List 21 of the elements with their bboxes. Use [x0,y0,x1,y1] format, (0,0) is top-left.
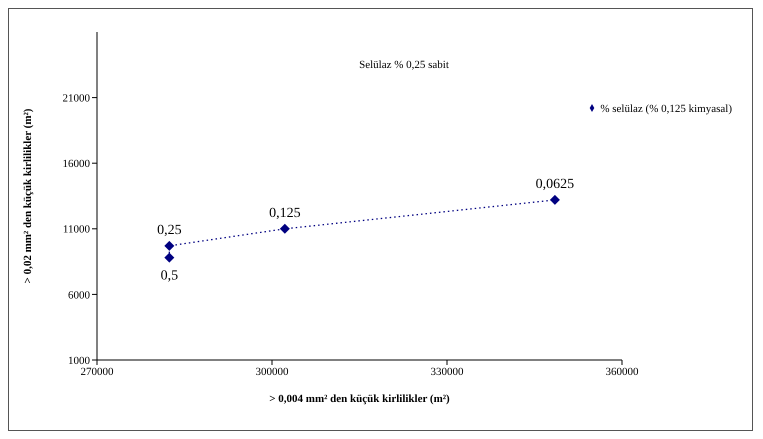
legend-label: % selülaz (% 0,125 kimyasal) [600,103,732,115]
y-tick-label: 1000 [68,354,90,367]
y-tick-label: 16000 [62,158,90,170]
annotation: 0,0625 [536,176,574,192]
point [280,224,290,234]
y-tick-label: 6000 [68,289,90,302]
text: Selülaz % 0,25 sabit [358,59,450,71]
y-tick-label: 21000 [62,92,90,105]
point [164,240,174,251]
x-tick-label: 270000 [80,366,114,378]
y-axis-title: > 0,02 mm² den küçük kirlilikler (m²) [22,108,34,284]
annotation: 0,25 [157,222,182,238]
point [164,252,174,263]
x-tick-label: 360000 [606,366,639,378]
x-axis-title: > 0,004 mm² den küçük kirlilikler (m²) [269,393,450,405]
x-tick-label: 330000 [430,366,464,378]
y-tick-label: 11000 [62,224,90,236]
annotation: 0,5 [160,268,178,284]
x-tick-label: 300000 [256,366,289,378]
annotation: 0,125 [269,206,301,221]
point [550,194,560,205]
